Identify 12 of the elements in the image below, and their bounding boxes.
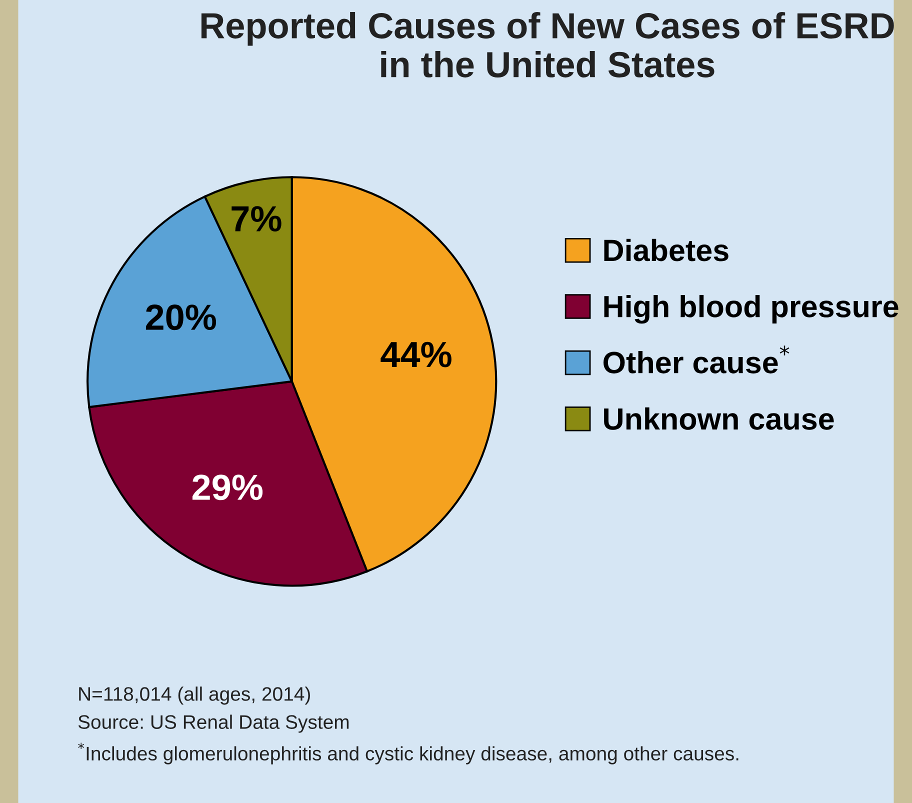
legend-label: Unknown cause (604, 407, 834, 430)
chart-title: Reported Causes of New Cases of ESRD in the United States (201, 12, 894, 78)
data-label: 7% (232, 206, 282, 232)
text: N=118,014 (all ages, 2014) (79, 686, 310, 705)
text: $^{*}$Includes glomerulonephritis and cystic kidney disease, among other causes. (78, 742, 738, 764)
data-label: 29% (192, 474, 263, 500)
data-label: 44% (380, 342, 452, 368)
legend-label: High blood pressure (604, 294, 898, 324)
legend-label: Other cause$^{*}$ (604, 346, 790, 374)
legend-label: Diabetes (604, 238, 728, 262)
source-note: Source: US Renal Data System (78, 714, 349, 733)
data-label: 20% (146, 304, 216, 330)
